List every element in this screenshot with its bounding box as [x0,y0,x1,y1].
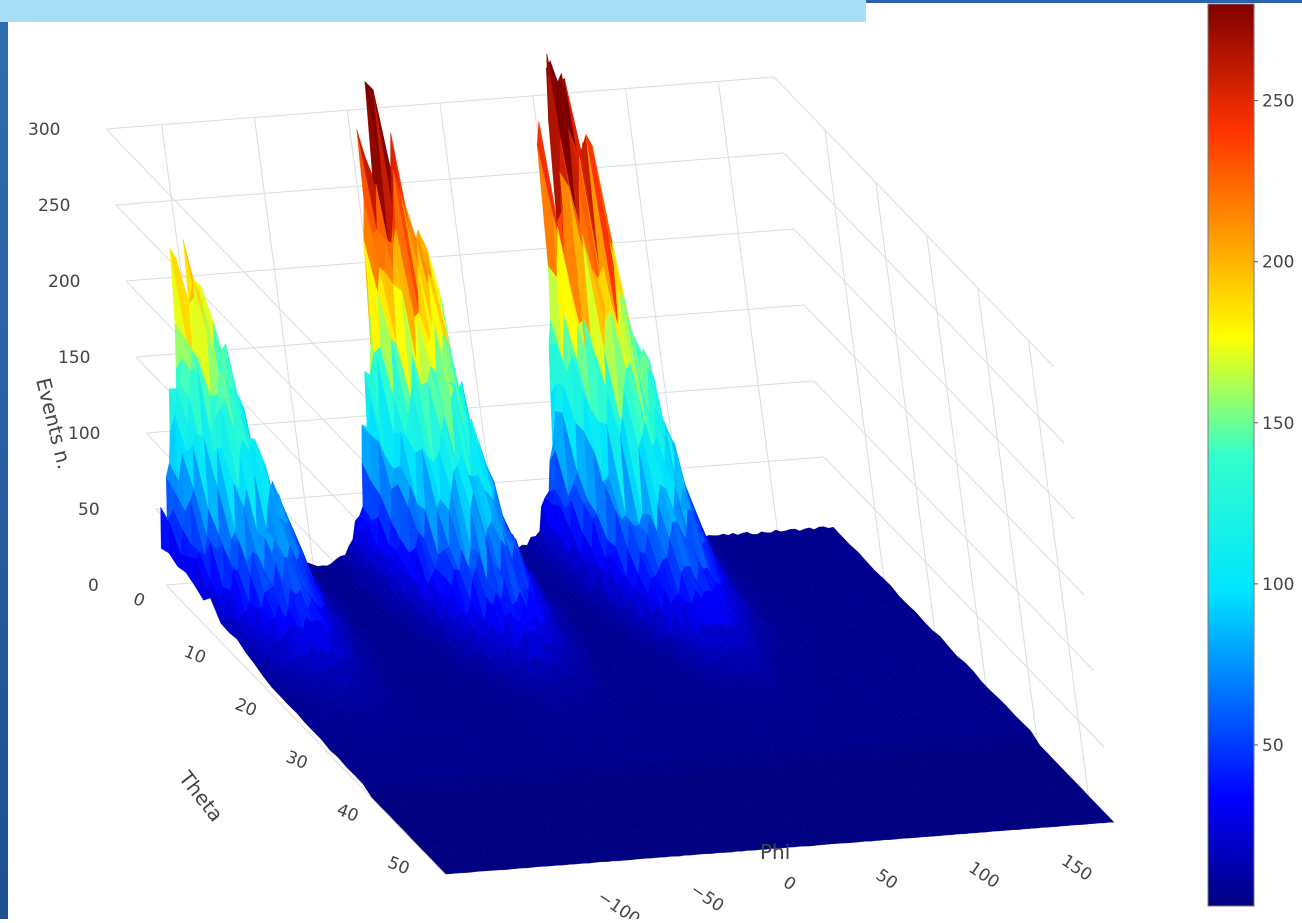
z-tick-label: 250 [38,196,70,216]
colorbar-tick-label: 250 [1262,92,1294,112]
colorbar-tick-label: 150 [1262,414,1294,434]
y-tick-label: 20 [232,695,260,722]
x-axis-label: Phi [760,840,790,864]
y-tick-label: 10 [181,642,209,669]
top-border-line [866,0,1302,3]
z-tick-label: 100 [68,424,100,444]
x-tick-label: 100 [965,858,1003,893]
colorbar-ticks: 50 100 150 200 250 [1254,92,1294,756]
x-tick-label: −50 [686,880,727,917]
y-tick-label: 30 [283,747,311,774]
z-tick-label: 50 [78,500,100,520]
x-tick-label: 0 [779,873,799,896]
colorbar-tick-label: 100 [1262,575,1294,595]
z-tick-label: 0 [88,576,99,596]
z-tick-label: 150 [58,348,90,368]
x-tick-label: −100 [594,887,644,919]
x-tick-label: 150 [1058,851,1096,886]
top-toolbar-strip [0,0,866,22]
colorbar-tick-label: 200 [1262,253,1294,273]
y-tick-label: 0 [130,589,148,612]
surface-mesh [160,53,1115,875]
z-tick-label: 200 [48,272,80,292]
y-axis-label: Theta [173,766,228,827]
colorbar [1207,3,1255,907]
colorbar-tick-label: 50 [1262,736,1284,756]
y-tick-label: 40 [334,800,362,827]
window-frame-left [0,0,8,919]
x-tick-label: 50 [872,865,901,894]
y-tick-label: 50 [385,853,413,880]
z-tick-label: 300 [28,120,60,140]
